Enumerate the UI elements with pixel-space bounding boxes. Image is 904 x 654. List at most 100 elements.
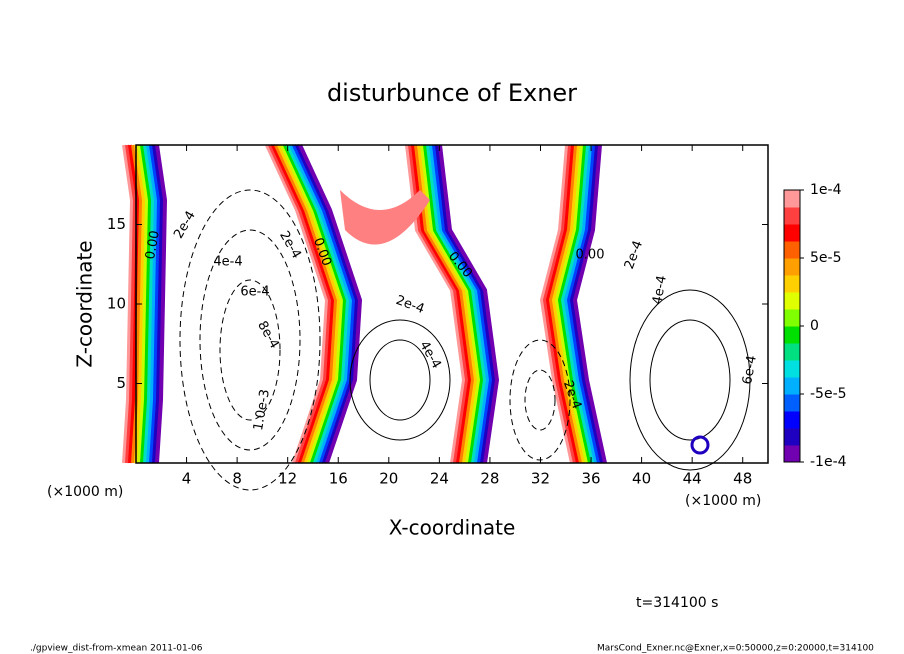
color-band bbox=[432, 144, 494, 464]
contour-lines bbox=[179, 189, 751, 491]
contour-label: 8e-4 bbox=[254, 319, 282, 352]
y-tick-label: 10 bbox=[107, 295, 126, 313]
x-tick-label: 4 bbox=[182, 470, 192, 488]
x-tick-label: 36 bbox=[581, 470, 600, 488]
color-band bbox=[563, 144, 598, 464]
y-axis-label: Z-coordinate bbox=[73, 240, 97, 367]
contour-label: 2e-4 bbox=[394, 293, 427, 317]
color-band bbox=[557, 144, 592, 464]
color-band bbox=[438, 144, 500, 464]
contour-label: 4e-4 bbox=[650, 274, 670, 305]
x-tick-label: 40 bbox=[632, 470, 651, 488]
x-tick-label: 24 bbox=[430, 470, 449, 488]
color-band bbox=[548, 144, 583, 464]
color-band bbox=[146, 144, 159, 464]
color-band bbox=[426, 144, 488, 464]
x-tick-label: 32 bbox=[531, 470, 550, 488]
x-unit-label: (×1000 m) bbox=[685, 493, 761, 509]
color-band bbox=[134, 144, 147, 464]
color-band bbox=[280, 144, 345, 464]
color-band bbox=[143, 144, 156, 464]
color-band bbox=[125, 144, 138, 464]
colorbar-cell bbox=[784, 428, 800, 446]
color-band bbox=[289, 144, 354, 464]
color-band bbox=[554, 144, 589, 464]
x-tick-label: 12 bbox=[278, 470, 297, 488]
colorbar-tick-label: 1e-4 bbox=[810, 182, 842, 198]
contour-line bbox=[199, 229, 301, 451]
colorbar-cell bbox=[784, 377, 800, 395]
color-fill bbox=[122, 144, 607, 464]
colorbar-cell bbox=[784, 309, 800, 327]
contour-label: 0.00 bbox=[576, 248, 605, 263]
contour-line bbox=[219, 279, 281, 421]
color-band bbox=[140, 144, 153, 464]
color-band bbox=[277, 144, 342, 464]
chart-title: disturbunce of Exner bbox=[327, 79, 577, 107]
y-tick-label: 15 bbox=[107, 215, 126, 233]
color-band bbox=[271, 144, 336, 464]
color-band bbox=[298, 144, 363, 464]
color-band bbox=[429, 144, 491, 464]
contour-label: 6e-4 bbox=[740, 354, 760, 385]
colorbar-cell bbox=[784, 292, 800, 310]
colorbar-tick-label: -1e-4 bbox=[810, 454, 847, 470]
x-tick-label: 16 bbox=[329, 470, 348, 488]
color-band bbox=[572, 144, 607, 464]
x-tick-label: 20 bbox=[379, 470, 398, 488]
color-band bbox=[569, 144, 604, 464]
contour-label: 1.0e-3 bbox=[251, 388, 273, 432]
color-band bbox=[566, 144, 601, 464]
color-band bbox=[155, 144, 168, 464]
colorbar-cell bbox=[784, 360, 800, 378]
annotation: t=314100 s bbox=[636, 595, 718, 611]
contour-line bbox=[649, 319, 731, 441]
colorbar-cell bbox=[784, 258, 800, 276]
color-band bbox=[149, 144, 162, 464]
contour-label: 6e-4 bbox=[240, 285, 269, 300]
x-tick-label: 8 bbox=[232, 470, 242, 488]
colorbar-tick-label: -5e-5 bbox=[810, 386, 847, 402]
color-band bbox=[286, 144, 351, 464]
colorbar-cell bbox=[784, 394, 800, 412]
color-band bbox=[274, 144, 339, 464]
color-band bbox=[283, 144, 348, 464]
footer-right: MarsCond_Exner.nc@Exner,x=0:50000,z=0:20… bbox=[597, 644, 874, 654]
contour-line bbox=[179, 189, 321, 491]
colorbar-cell bbox=[784, 326, 800, 344]
x-unit-label: (×1000 m) bbox=[47, 484, 123, 500]
color-band bbox=[340, 190, 430, 245]
color-band bbox=[122, 144, 135, 464]
colorbar-cell bbox=[784, 190, 800, 208]
colorbar-cell bbox=[784, 241, 800, 259]
contour-line bbox=[369, 339, 431, 421]
x-tick-label: 28 bbox=[480, 470, 499, 488]
colorbar-cell bbox=[784, 207, 800, 225]
color-band bbox=[545, 144, 580, 464]
color-band bbox=[551, 144, 586, 464]
y-tick-label: 5 bbox=[116, 374, 126, 392]
color-band bbox=[295, 144, 360, 464]
colorbar-cell bbox=[784, 445, 800, 463]
color-band bbox=[542, 144, 577, 464]
colorbar-tick-label: 5e-5 bbox=[810, 250, 841, 266]
contour-line bbox=[349, 319, 451, 441]
colorbar-cell bbox=[784, 224, 800, 242]
colorbar-cell bbox=[784, 343, 800, 361]
contour-label: 0.00 bbox=[143, 229, 163, 260]
colorbar-cell bbox=[784, 275, 800, 293]
color-band bbox=[268, 144, 333, 464]
color-band bbox=[152, 144, 165, 464]
x-axis-label: X-coordinate bbox=[389, 516, 516, 540]
color-band bbox=[137, 144, 150, 464]
color-band bbox=[560, 144, 595, 464]
contour-line bbox=[524, 369, 556, 431]
color-band bbox=[265, 144, 330, 464]
color-band bbox=[435, 144, 497, 464]
color-band bbox=[539, 144, 574, 464]
x-tick-label: 48 bbox=[733, 470, 752, 488]
x-tick-label: 44 bbox=[683, 470, 702, 488]
contour-label: 2e-4 bbox=[171, 209, 199, 242]
